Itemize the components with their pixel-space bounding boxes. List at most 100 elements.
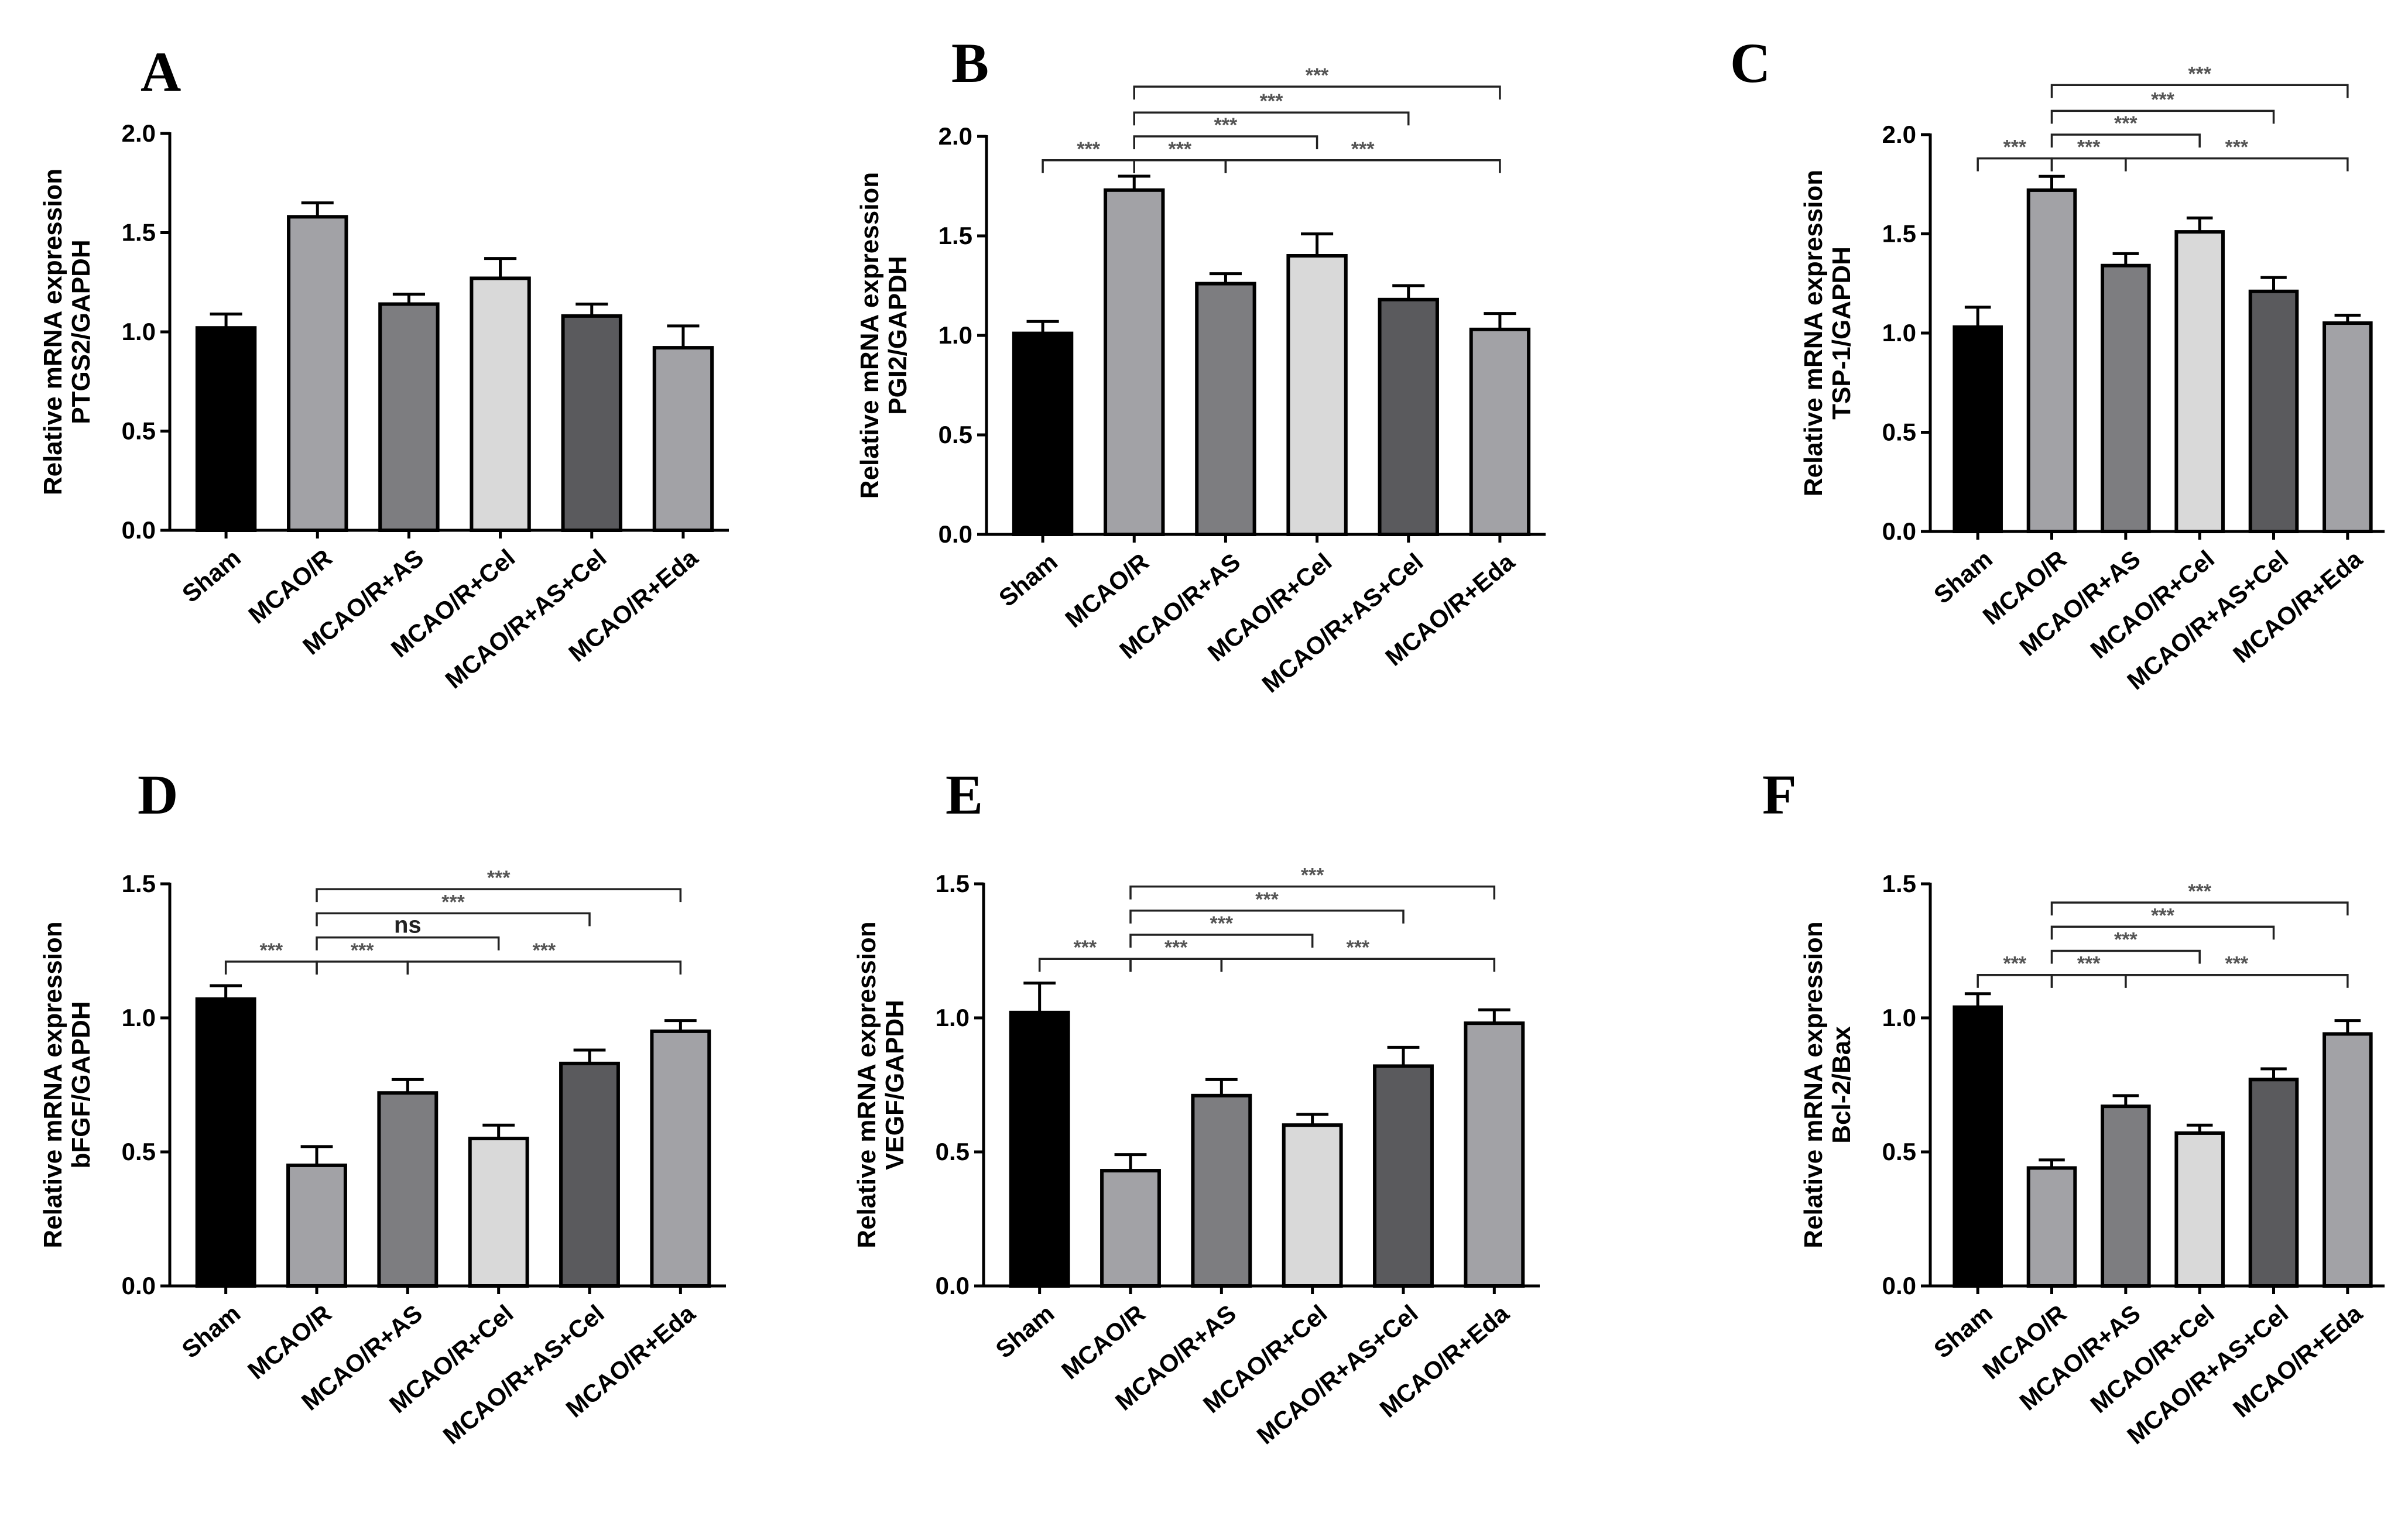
y-tick-label: 0.5: [122, 417, 156, 445]
y-axis-title-line: Relative mRNA expression: [1799, 921, 1828, 1248]
bar-mcao-r-cel: [468, 1137, 529, 1288]
bar-mcao-r-as: [2101, 1104, 2151, 1288]
significance-label: ***: [2151, 88, 2174, 111]
panel-letter: C: [1730, 32, 1770, 94]
significance-label: ***: [2188, 63, 2211, 85]
bar-mcao-r-as: [378, 302, 440, 532]
y-tick-label: 0.5: [122, 1138, 156, 1165]
bar-sham: [1953, 1005, 2003, 1288]
y-tick-label: 2.0: [938, 122, 972, 150]
bar-mcao-r-as: [1195, 282, 1256, 536]
y-tick-label: 1.5: [122, 219, 156, 246]
bar-mcao-r-as-cel: [561, 314, 622, 532]
y-tick-label: 0.5: [1882, 1138, 1916, 1165]
y-tick-label: 0.0: [1882, 1272, 1916, 1299]
y-axis-title-line: TSP-1/GAPDH: [1827, 246, 1856, 420]
significance-bracket: [1129, 934, 1314, 948]
significance-bracket: [2050, 133, 2201, 148]
significance-label: ***: [487, 867, 511, 889]
y-tick-label: 1.5: [936, 870, 970, 897]
y-tick-label: 1.0: [122, 318, 156, 345]
significance-bracket: [1129, 885, 1496, 900]
bar-mcao-r-cel: [2174, 230, 2225, 533]
bar-sham: [1012, 331, 1074, 536]
significance-label: ***: [2003, 953, 2026, 975]
bar-mcao-r-eda: [2323, 321, 2373, 533]
significance-label: ***: [441, 891, 465, 913]
significance-bracket: [1133, 111, 1410, 126]
significance-bracket: [2125, 157, 2349, 171]
significance-bracket: [1129, 910, 1405, 924]
y-tick-label: 0.0: [122, 516, 156, 544]
bar-mcao-r: [1100, 1169, 1161, 1288]
bar-mcao-r-as-cel: [1378, 297, 1439, 536]
significance-bracket: [316, 912, 591, 927]
y-axis-title-line: Bcl-2/Bax: [1827, 1026, 1856, 1144]
y-axis-title-line: bFGF/GAPDH: [67, 1001, 95, 1169]
y-axis-title-line: Relative mRNA expression: [39, 169, 67, 495]
y-tick-label: 0.0: [938, 520, 972, 548]
bar-mcao-r-eda: [1469, 327, 1531, 536]
y-axis-title-line: Relative mRNA expression: [855, 172, 884, 499]
bar-sham: [195, 326, 257, 532]
significance-label: ***: [1301, 865, 1324, 887]
y-tick-label: 0.5: [1882, 419, 1916, 446]
panel-letter: D: [138, 763, 178, 826]
significance-bracket: [1133, 85, 1501, 100]
significance-label: ***: [1214, 114, 1238, 136]
y-tick-label: 2.0: [122, 119, 156, 147]
significance-label: ***: [1346, 937, 1369, 959]
y-tick-label: 1.5: [1882, 870, 1916, 897]
significance-label: ***: [351, 939, 374, 962]
significance-bracket: [2050, 109, 2275, 124]
y-tick-label: 1.0: [938, 321, 972, 349]
y-axis-title: Relative mRNA expressionVEGF/GAPDH: [852, 921, 909, 1248]
bar-mcao-r: [2026, 1166, 2077, 1288]
significance-label: ***: [2003, 136, 2026, 159]
y-axis-title: Relative mRNA expressionPGI2/GAPDH: [855, 172, 912, 499]
significance-label: ***: [2114, 112, 2138, 135]
y-tick-label: 0.0: [122, 1272, 156, 1299]
significance-label: ***: [259, 939, 283, 962]
significance-bracket: [2050, 949, 2201, 964]
bar-mcao-r-cel: [1282, 1123, 1343, 1288]
bar-sham: [195, 997, 256, 1288]
panel-letter: A: [141, 40, 181, 103]
significance-bracket: [2050, 925, 2275, 940]
bar-sham: [1953, 325, 2003, 534]
y-tick-label: 1.5: [938, 222, 972, 249]
bar-mcao-r-as: [2101, 263, 2151, 533]
y-axis-title: Relative mRNA expressionbFGF/GAPDH: [39, 921, 95, 1248]
significance-label: ns: [394, 913, 422, 938]
y-tick-label: 1.0: [936, 1004, 970, 1031]
significance-bracket: [2125, 973, 2349, 988]
bar-mcao-r-eda: [652, 346, 714, 532]
bar-mcao-r-as-cel: [1373, 1064, 1434, 1288]
bar-mcao-r-as-cel: [559, 1061, 620, 1288]
y-axis-title: Relative mRNA expressionTSP-1/GAPDH: [1799, 170, 1856, 496]
bar-mcao-r: [2026, 188, 2077, 534]
significance-label: ***: [2225, 136, 2248, 159]
significance-label: ***: [532, 939, 556, 962]
y-axis-title: Relative mRNA expressionPTGS2/GAPDH: [39, 169, 95, 495]
panel-letter: E: [946, 763, 983, 826]
significance-label: ***: [1073, 937, 1097, 959]
bar-mcao-r-as-cel: [2248, 289, 2299, 533]
significance-label: ***: [2225, 953, 2248, 975]
y-tick-label: 1.5: [1882, 220, 1916, 248]
significance-label: ***: [1164, 937, 1188, 959]
bar-mcao-r-as-cel: [2248, 1078, 2299, 1288]
bar-mcao-r-eda: [2323, 1032, 2373, 1288]
y-tick-label: 1.5: [122, 870, 156, 897]
significance-label: ***: [1210, 913, 1233, 935]
significance-bracket: [316, 888, 682, 903]
significance-bracket: [406, 961, 682, 975]
y-tick-label: 0.0: [1882, 517, 1916, 545]
bar-mcao-r-cel: [470, 276, 531, 532]
y-tick-label: 2.0: [1882, 121, 1916, 148]
y-tick-label: 0.0: [936, 1272, 970, 1299]
bar-mcao-r-as: [1191, 1093, 1252, 1288]
significance-label: ***: [1351, 138, 1375, 160]
bar-mcao-r-eda: [650, 1029, 711, 1288]
